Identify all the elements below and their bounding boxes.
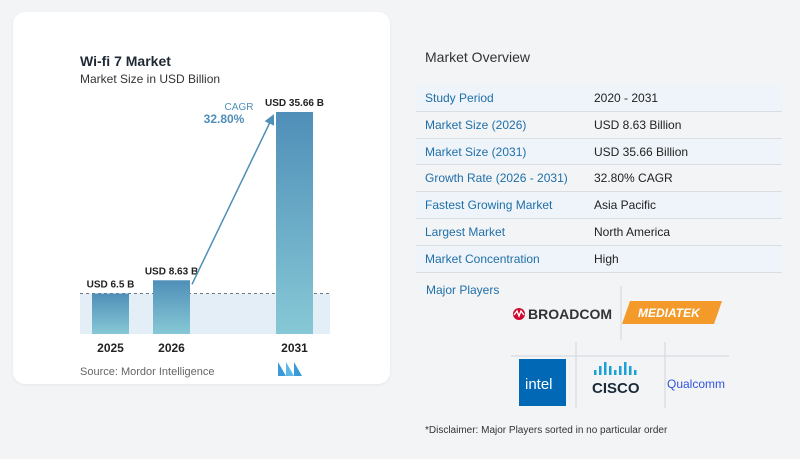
table-row: Study Period 2020 - 2031 (416, 85, 782, 112)
broadcom-name: BROADCOM (528, 306, 612, 322)
table-row: Largest Market North America (416, 219, 782, 246)
overview-title: Market Overview (425, 49, 531, 65)
row-key: Market Concentration (425, 251, 540, 266)
intel-logo: intel (519, 359, 566, 406)
row-value: 32.80% CAGR (594, 171, 673, 186)
row-key: Fastest Growing Market (425, 198, 553, 213)
cagr-value: 32.80% (204, 112, 245, 126)
cisco-logo: CISCO (592, 362, 640, 397)
mediatek-logo: MEDIATEK (622, 301, 722, 324)
broadcom-logo: BROADCOM (513, 306, 612, 322)
qualcomm-name: Qualcomm (667, 377, 725, 391)
major-players-title: Major Players (426, 283, 500, 297)
row-key: Study Period (425, 91, 494, 105)
chart-subtitle: Market Size in USD Billion (80, 72, 221, 86)
table-row: Market Size (2031) USD 35.66 Billion (416, 138, 782, 166)
bar-value-label: USD 35.66 B (265, 98, 324, 109)
table-row: Market Size (2026) USD 8.63 Billion (416, 112, 782, 139)
chart-title: Wi-fi 7 Market (80, 53, 171, 69)
mordor-logo-icon (278, 362, 302, 376)
table-row: Growth Rate (2026 - 2031) 32.80% CAGR (416, 165, 782, 193)
cagr-label: CAGR (225, 102, 254, 113)
bar-chart: USD 6.5 B 2025 USD 8.63 B 2026 USD 35.66 B 20… (80, 98, 330, 355)
x-tick-label: 2031 (281, 341, 308, 355)
table-row: Fastest Growing Market Asia Pacific (416, 192, 782, 219)
x-tick-label: 2025 (97, 341, 124, 355)
bar-2031 (276, 112, 313, 334)
row-value: USD 35.66 Billion (594, 144, 689, 159)
row-value: USD 8.63 Billion (594, 117, 682, 132)
row-key: Market Size (2026) (425, 117, 527, 132)
row-key: Largest Market (425, 224, 506, 239)
intel-name: intel (525, 376, 553, 393)
disclaimer-text: *Disclaimer: Major Players sorted in no … (425, 425, 668, 436)
mediatek-name: MEDIATEK (638, 306, 701, 320)
source-text: Source: Mordor Intelligence (80, 366, 215, 378)
row-key: Growth Rate (2026 - 2031) (425, 171, 568, 186)
row-value: North America (594, 224, 671, 239)
bar-value-label: USD 6.5 B (87, 280, 135, 291)
overview-table: Study Period 2020 - 2031 Market Size (20… (416, 85, 782, 273)
row-key: Market Size (2031) (425, 144, 527, 159)
cisco-name: CISCO (592, 380, 640, 397)
bar-2025 (92, 293, 129, 334)
row-value: Asia Pacific (594, 198, 657, 213)
row-value: 2020 - 2031 (594, 91, 659, 105)
x-tick-label: 2026 (158, 341, 185, 355)
row-value: High (594, 251, 619, 266)
cisco-bars-icon (594, 362, 637, 375)
qualcomm-logo: Qualcomm (667, 377, 725, 391)
broadcom-mark-icon (513, 308, 525, 320)
bar-value-label: USD 8.63 B (145, 266, 198, 277)
table-row: Market Concentration High (416, 245, 782, 273)
growth-arrow (191, 114, 275, 285)
bar-2026 (153, 280, 190, 334)
